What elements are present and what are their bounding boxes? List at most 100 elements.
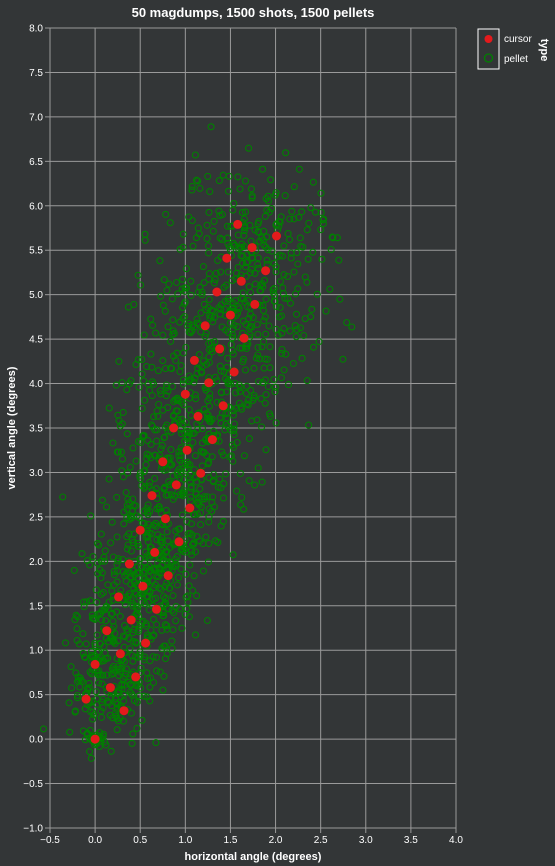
- pellet-point: [85, 679, 93, 687]
- pellet-point: [133, 605, 141, 613]
- pellet-point: [145, 386, 154, 395]
- pellet-point: [132, 639, 140, 647]
- pellet-point: [143, 450, 151, 458]
- pellet-point: [217, 268, 225, 276]
- pellet-point: [117, 448, 125, 456]
- pellet-point: [174, 574, 183, 582]
- pellet-point: [84, 686, 92, 694]
- pellet-point: [198, 363, 206, 371]
- pellet-point: [137, 554, 145, 562]
- pellet-point: [222, 410, 230, 418]
- pellet-point: [328, 233, 336, 241]
- pellet-point: [182, 343, 190, 352]
- pellet-point: [73, 694, 81, 702]
- pellet-point: [196, 184, 204, 192]
- cursor-point: [247, 243, 257, 253]
- pellet-point: [277, 374, 285, 382]
- pellet-point: [79, 649, 87, 657]
- pellet-point: [102, 604, 110, 612]
- pellet-point: [155, 400, 163, 409]
- pellet-point: [260, 317, 268, 325]
- pellet-point: [203, 452, 211, 460]
- pellet-point: [208, 306, 216, 314]
- pellet-point: [140, 331, 148, 339]
- pellet-point: [67, 663, 75, 671]
- pellet-point: [197, 367, 205, 376]
- pellet-point: [276, 277, 284, 286]
- pellet-point: [196, 485, 204, 493]
- pellet-point: [159, 331, 167, 339]
- pellet-point: [144, 501, 152, 509]
- pellet-point: [136, 475, 145, 483]
- pellet-point: [284, 230, 292, 238]
- pellet-point: [163, 466, 171, 474]
- y-tick-label: 3.5: [29, 424, 43, 435]
- pellet-point: [150, 413, 158, 421]
- pellet-point: [135, 542, 143, 550]
- pellet-point: [187, 493, 195, 501]
- pellet-point: [315, 338, 323, 346]
- pellet-point: [145, 573, 153, 581]
- pellet-point: [269, 289, 277, 297]
- pellet-point: [172, 603, 180, 611]
- pellet-point: [258, 423, 266, 431]
- pellet-point: [251, 481, 259, 489]
- pellet-point: [284, 295, 292, 303]
- x-tick-label: 2.5: [314, 835, 328, 846]
- pellet-point: [298, 208, 306, 216]
- pellet-point: [191, 323, 199, 331]
- cursor-point: [152, 604, 161, 614]
- pellet-point: [109, 714, 117, 722]
- pellet-point: [258, 280, 266, 288]
- y-tick-label: 6.5: [29, 157, 43, 168]
- pellet-point: [169, 495, 177, 503]
- pellet-point: [223, 388, 231, 396]
- pellet-point: [124, 541, 132, 549]
- pellet-point: [160, 485, 168, 493]
- pellet-point: [123, 430, 131, 438]
- pellet-point: [108, 518, 116, 526]
- pellet-point: [278, 345, 286, 354]
- pellet-point: [203, 235, 211, 243]
- pellet-point: [269, 286, 277, 294]
- cursor-points: [81, 219, 281, 744]
- pellet-point: [114, 663, 122, 671]
- pellet-point: [183, 458, 191, 466]
- cursor-point: [193, 411, 203, 421]
- pellet-point: [146, 543, 154, 551]
- pellet-point: [108, 609, 116, 617]
- y-tick-label: 0.0: [29, 735, 43, 746]
- pellet-point: [165, 280, 173, 288]
- pellet-point: [252, 354, 261, 362]
- pellet-point: [279, 284, 287, 292]
- pellet-point: [65, 699, 73, 707]
- pellet-point: [317, 208, 325, 217]
- y-tick-label: 4.5: [29, 335, 43, 346]
- pellet-point: [114, 637, 122, 645]
- pellet-point: [236, 469, 244, 478]
- cursor-point: [218, 401, 228, 411]
- pellet-point: [123, 545, 131, 553]
- pellet-point: [294, 260, 302, 268]
- pellet-point: [210, 427, 218, 435]
- pellet-point: [181, 298, 189, 306]
- cursor-point: [236, 276, 246, 286]
- pellet-point: [187, 375, 195, 383]
- pellet-point: [254, 343, 262, 352]
- pellet-point: [251, 280, 259, 288]
- pellet-point: [168, 295, 176, 303]
- pellet-point: [156, 387, 164, 395]
- y-tick-label: 4.0: [29, 379, 43, 390]
- pellet-point: [250, 364, 258, 372]
- cursor-point: [182, 445, 192, 455]
- pellet-point: [212, 537, 220, 545]
- cursor-point: [90, 659, 100, 669]
- pellet-point: [210, 470, 218, 479]
- pellet-point: [262, 330, 270, 338]
- pellet-point: [150, 521, 158, 529]
- pellet-point: [229, 325, 237, 333]
- pellet-point: [166, 543, 174, 552]
- pellet-point: [78, 678, 87, 686]
- pellet-point: [120, 643, 128, 651]
- pellet-point: [152, 519, 160, 527]
